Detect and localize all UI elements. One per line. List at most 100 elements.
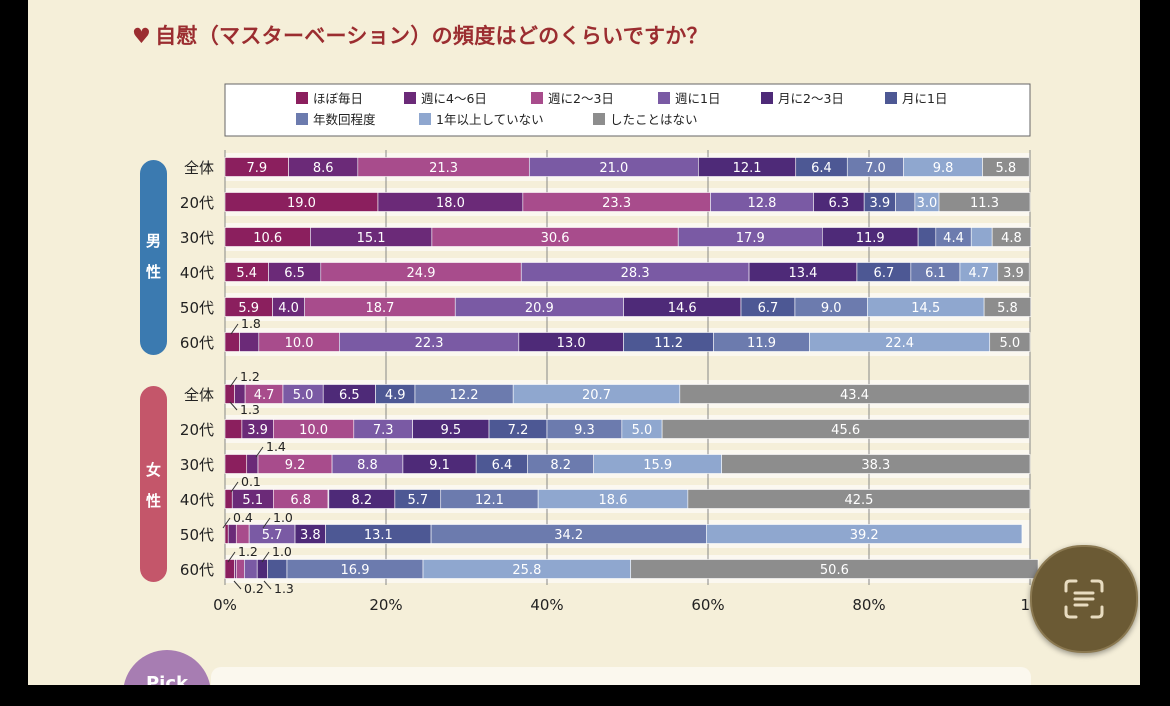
data-label: 4.0 bbox=[278, 301, 299, 316]
callout-line bbox=[262, 517, 271, 529]
data-label: 6.8 bbox=[290, 493, 311, 508]
legend-swatch bbox=[296, 92, 308, 104]
category-label: 20代 bbox=[180, 421, 214, 439]
bar-segment bbox=[239, 332, 260, 352]
data-label: 6.3 bbox=[828, 196, 849, 211]
callout-line bbox=[229, 376, 238, 388]
legend-swatch bbox=[296, 113, 308, 125]
bar-segment bbox=[982, 157, 1030, 177]
callout-line bbox=[230, 323, 239, 335]
data-label: 8.2 bbox=[352, 493, 373, 508]
callout-line bbox=[233, 580, 242, 590]
bar-segment bbox=[997, 262, 1030, 282]
category-label: 全体 bbox=[184, 386, 214, 404]
x-tick-label: 20% bbox=[369, 596, 402, 614]
bar-segment bbox=[246, 454, 259, 474]
bar-segment bbox=[938, 192, 1031, 212]
data-label: 21.0 bbox=[599, 161, 628, 176]
callout-label: 0.4 bbox=[233, 510, 253, 525]
data-label: 7.2 bbox=[508, 423, 529, 438]
category-label: 20代 bbox=[180, 194, 214, 212]
data-label: 4.7 bbox=[254, 388, 275, 403]
data-label: 13.0 bbox=[557, 336, 586, 351]
callout-line bbox=[222, 517, 231, 529]
bar-segment bbox=[991, 227, 1032, 247]
article-page: ♥ 自慰（マスターベーション）の頻度はどのくらいですか？ ほぼ毎日 週に4〜6日 週に… bbox=[28, 0, 1140, 685]
legend-label: ほぼ毎日 bbox=[313, 91, 363, 106]
data-label: 18.7 bbox=[365, 301, 394, 316]
legend-label: 年数回程度 bbox=[313, 112, 376, 127]
category-label: 60代 bbox=[180, 334, 214, 352]
data-label: 17.9 bbox=[736, 231, 765, 246]
bar-segment bbox=[661, 419, 1030, 439]
bar-segment bbox=[679, 384, 1030, 404]
data-label: 5.0 bbox=[1000, 336, 1021, 351]
data-label: 7.9 bbox=[246, 161, 267, 176]
legend-label: 週に4〜6日 bbox=[421, 91, 487, 106]
data-label: 18.0 bbox=[436, 196, 465, 211]
x-tick-label: 40% bbox=[530, 596, 563, 614]
data-label: 24.9 bbox=[407, 266, 436, 281]
callout-line bbox=[261, 551, 270, 563]
data-label: 18.6 bbox=[599, 493, 628, 508]
callout-label: 1.0 bbox=[273, 510, 293, 525]
bar-segment bbox=[267, 559, 288, 579]
bar-segment bbox=[721, 454, 1031, 474]
bar-segment bbox=[706, 524, 1023, 544]
data-label: 7.0 bbox=[865, 161, 886, 176]
callout-label: 1.8 bbox=[241, 316, 261, 331]
bar-segment bbox=[970, 227, 993, 247]
bar-segment bbox=[256, 559, 268, 579]
data-label: 4.4 bbox=[943, 231, 964, 246]
data-label: 12.1 bbox=[475, 493, 504, 508]
data-label: 43.4 bbox=[840, 388, 869, 403]
data-label: 19.0 bbox=[287, 196, 316, 211]
legend-label: したことはない bbox=[610, 112, 698, 127]
data-label: 3.9 bbox=[247, 423, 268, 438]
data-label: 3.8 bbox=[300, 528, 321, 543]
category-label: 50代 bbox=[180, 526, 214, 544]
data-label: 6.4 bbox=[492, 458, 513, 473]
legend-label: 1年以上していない bbox=[436, 112, 544, 127]
data-label: 7.3 bbox=[373, 423, 394, 438]
scan-text-button[interactable] bbox=[1030, 545, 1138, 653]
data-label: 8.6 bbox=[313, 161, 334, 176]
data-label: 6.5 bbox=[339, 388, 360, 403]
group-label: 女 bbox=[146, 461, 161, 479]
data-label: 16.9 bbox=[341, 563, 370, 578]
data-label: 13.4 bbox=[789, 266, 818, 281]
data-label: 5.8 bbox=[996, 161, 1017, 176]
data-label: 5.9 bbox=[238, 301, 259, 316]
data-label: 12.2 bbox=[450, 388, 479, 403]
data-label: 10.0 bbox=[299, 423, 328, 438]
callout-line bbox=[255, 446, 264, 458]
legend-label: 週に2〜3日 bbox=[548, 91, 614, 106]
data-label: 4.7 bbox=[969, 266, 990, 281]
data-label: 9.3 bbox=[574, 423, 595, 438]
data-label: 28.3 bbox=[621, 266, 650, 281]
data-label: 9.5 bbox=[440, 423, 461, 438]
bar-segment bbox=[234, 384, 246, 404]
data-label: 5.0 bbox=[293, 388, 314, 403]
heart-icon: ♥ bbox=[132, 24, 152, 48]
category-label: 50代 bbox=[180, 299, 214, 317]
data-label: 11.2 bbox=[654, 336, 683, 351]
data-label: 20.7 bbox=[582, 388, 611, 403]
data-label: 6.5 bbox=[284, 266, 305, 281]
data-label: 10.0 bbox=[285, 336, 314, 351]
chart-title: ♥ 自慰（マスターベーション）の頻度はどのくらいですか？ bbox=[132, 24, 708, 48]
data-label: 14.5 bbox=[911, 301, 940, 316]
data-label: 3.9 bbox=[1003, 266, 1024, 281]
female-band bbox=[140, 386, 167, 582]
x-tick-label: 80% bbox=[852, 596, 885, 614]
group-label: 性 bbox=[146, 263, 161, 281]
bar-segment bbox=[895, 192, 916, 212]
bar-segment bbox=[235, 559, 245, 579]
legend-swatch bbox=[885, 92, 897, 104]
callout-label: 1.3 bbox=[274, 581, 294, 596]
category-label: 30代 bbox=[180, 229, 214, 247]
data-label: 8.2 bbox=[550, 458, 571, 473]
data-label: 21.3 bbox=[429, 161, 458, 176]
data-label: 5.7 bbox=[262, 528, 283, 543]
bar-segment bbox=[983, 297, 1032, 317]
